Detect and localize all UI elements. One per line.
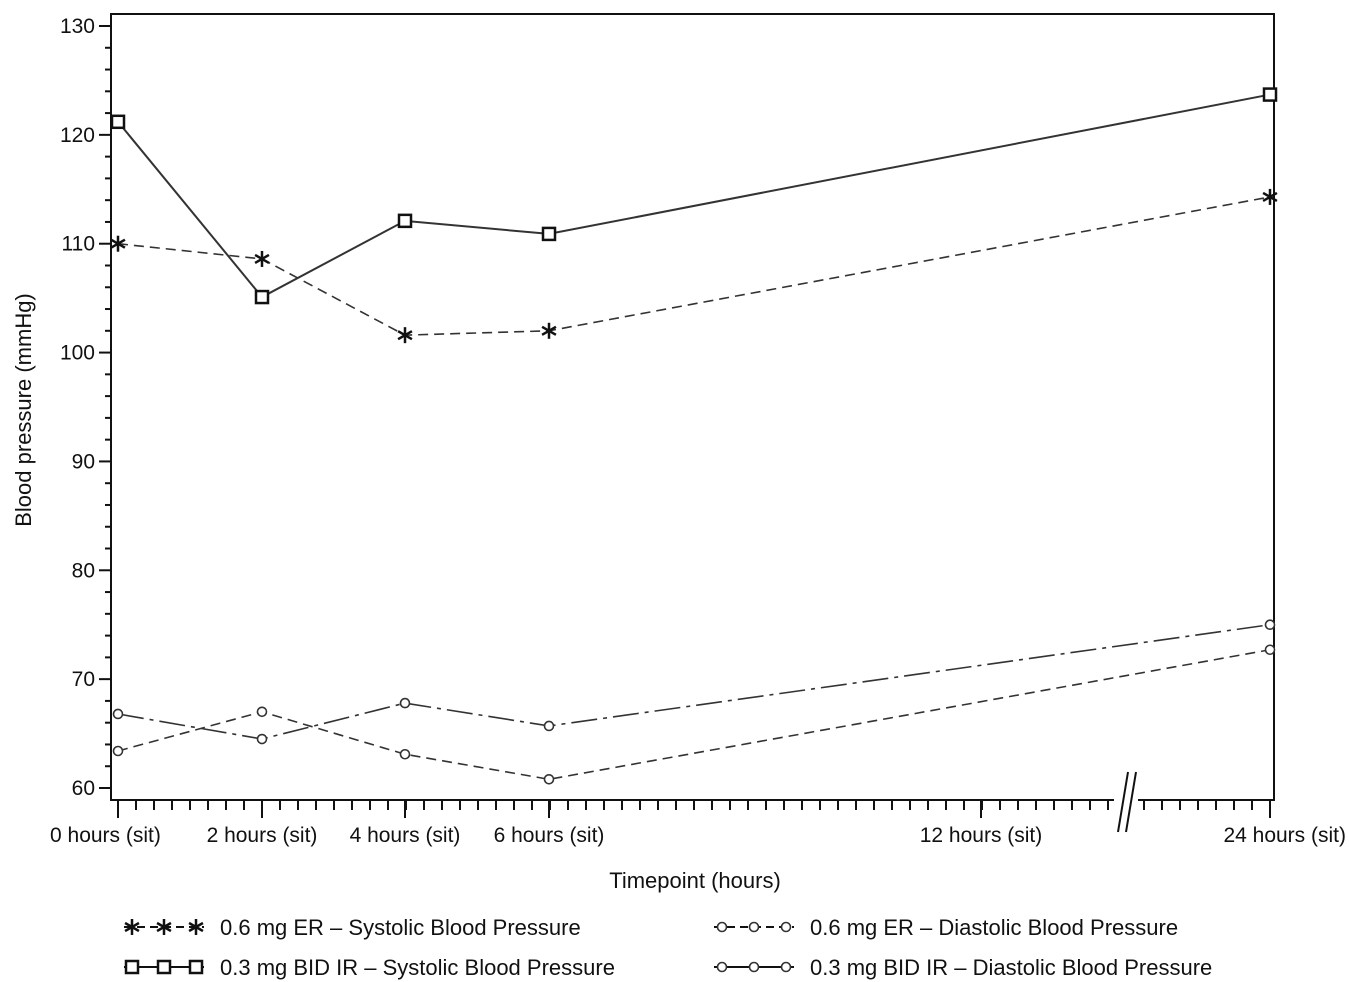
x-tick-label: 0 hours (sit) xyxy=(50,824,161,847)
legend-label: 0.3 mg BID IR – Systolic Blood Pressure xyxy=(220,955,615,980)
series-line xyxy=(117,93,1271,299)
legend-marker xyxy=(748,961,760,973)
data-point xyxy=(541,226,557,242)
data-point xyxy=(543,720,555,732)
data-point xyxy=(541,322,557,339)
legend-marker xyxy=(188,959,204,975)
legend-marker xyxy=(716,961,728,973)
series-2 xyxy=(110,87,1278,305)
legend-marker xyxy=(716,921,728,933)
series-line xyxy=(117,623,1271,740)
y-tick-label: 120 xyxy=(60,124,95,147)
data-point xyxy=(110,114,126,130)
asterisk-stroke xyxy=(397,330,413,341)
data-point xyxy=(110,235,126,252)
legend-label: 0.6 mg ER – Diastolic Blood Pressure xyxy=(810,915,1178,940)
data-point xyxy=(254,250,270,267)
asterisk-stroke xyxy=(541,325,557,336)
series-4 xyxy=(112,619,1276,745)
axis-break-gap xyxy=(1114,797,1138,807)
legend-marker xyxy=(156,959,172,975)
asterisk-stroke xyxy=(254,253,270,265)
x-tick-label: 6 hours (sit) xyxy=(494,824,605,847)
series-line xyxy=(117,648,1271,781)
plot-frame xyxy=(110,13,1275,801)
series-layer xyxy=(110,87,1278,785)
y-axis-label: Blood pressure (mmHg) xyxy=(11,293,36,527)
series-1 xyxy=(110,188,1278,344)
legend-label: 0.6 mg ER – Systolic Blood Pressure xyxy=(220,915,581,940)
legend-marker xyxy=(780,921,792,933)
series-line xyxy=(117,196,1271,336)
x-tick-label: 2 hours (sit) xyxy=(207,824,318,847)
legend: 0.6 mg ER – Systolic Blood Pressure 0.6 m… xyxy=(124,915,1212,980)
data-point xyxy=(256,706,268,718)
data-point xyxy=(397,327,413,344)
legend-marker xyxy=(156,919,172,935)
x-tick-label: 12 hours (sit) xyxy=(920,824,1043,847)
legend-item: 0.3 mg BID IR – Systolic Blood Pressure xyxy=(124,955,615,980)
asterisk-stroke xyxy=(188,921,204,933)
data-point xyxy=(543,773,555,785)
data-point xyxy=(1262,188,1278,205)
asterisk-stroke xyxy=(156,921,172,933)
data-point xyxy=(399,748,411,760)
x-axis: 0 hours (sit) 2 hours (sit) 4 hours (sit) 6… xyxy=(50,771,1346,847)
legend-marker xyxy=(124,919,140,935)
axis-break-marks xyxy=(1114,771,1138,833)
y-tick-label: 70 xyxy=(72,668,95,691)
x-tick-label: 24 hours (sit) xyxy=(1223,824,1346,847)
legend-marker xyxy=(188,919,204,935)
legend-marker xyxy=(780,961,792,973)
y-tick-label: 90 xyxy=(72,450,95,473)
axis-break-slash xyxy=(1125,771,1137,833)
y-tick-label: 60 xyxy=(72,777,95,800)
legend-item: 0.3 mg BID IR – Diastolic Blood Pressure xyxy=(714,955,1212,980)
asterisk-stroke xyxy=(110,238,126,249)
series-3 xyxy=(112,644,1276,785)
y-axis: 60 70 80 90 100 110 120 130 xyxy=(60,15,111,800)
legend-marker xyxy=(124,959,140,975)
legend-label: 0.3 mg BID IR – Diastolic Blood Pressure xyxy=(810,955,1212,980)
y-tick-label: 80 xyxy=(72,559,95,582)
data-point xyxy=(112,708,124,720)
data-point xyxy=(256,733,268,745)
legend-item: 0.6 mg ER – Diastolic Blood Pressure xyxy=(714,915,1178,940)
data-point xyxy=(1264,619,1276,631)
data-point xyxy=(397,213,413,229)
legend-item: 0.6 mg ER – Systolic Blood Pressure xyxy=(124,915,581,940)
y-tick-label: 100 xyxy=(60,342,95,365)
data-point xyxy=(112,745,124,757)
y-tick-label: 110 xyxy=(62,233,95,256)
y-tick-label: 130 xyxy=(60,15,95,38)
asterisk-stroke xyxy=(1262,191,1278,202)
asterisk-stroke xyxy=(124,921,140,933)
data-point xyxy=(1264,644,1276,656)
data-point xyxy=(399,697,411,709)
axis-break-slash xyxy=(1117,771,1129,833)
x-axis-label: Timepoint (hours) xyxy=(609,868,781,893)
data-point xyxy=(254,289,270,305)
x-tick-label: 4 hours (sit) xyxy=(350,824,461,847)
legend-marker xyxy=(748,921,760,933)
data-point xyxy=(1262,87,1278,102)
